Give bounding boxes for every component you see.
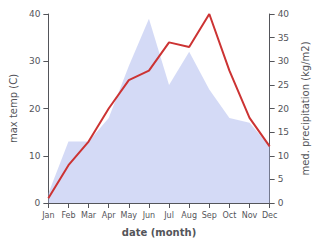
svg-text:Feb: Feb <box>61 211 75 220</box>
svg-text:Dec: Dec <box>262 211 277 220</box>
svg-text:10: 10 <box>278 151 290 161</box>
svg-text:med. precipitation (kg/m2): med. precipitation (kg/m2) <box>300 41 311 175</box>
svg-text:Aug: Aug <box>181 211 197 220</box>
svg-text:max temp (C): max temp (C) <box>8 74 19 143</box>
svg-text:15: 15 <box>278 127 289 137</box>
svg-text:0: 0 <box>35 198 41 208</box>
svg-text:25: 25 <box>278 80 289 90</box>
svg-text:20: 20 <box>29 104 41 114</box>
svg-text:Oct: Oct <box>222 211 236 220</box>
svg-text:40: 40 <box>29 9 41 19</box>
svg-text:Nov: Nov <box>242 211 258 220</box>
svg-text:30: 30 <box>278 56 290 66</box>
svg-text:Mar: Mar <box>81 211 97 220</box>
svg-text:20: 20 <box>278 104 290 114</box>
svg-text:Sep: Sep <box>202 211 217 220</box>
svg-text:Jun: Jun <box>142 211 156 220</box>
svg-text:10: 10 <box>29 151 41 161</box>
svg-text:Jul: Jul <box>163 211 174 220</box>
svg-text:May: May <box>121 211 138 220</box>
svg-text:Apr: Apr <box>102 211 117 220</box>
svg-text:5: 5 <box>278 174 284 184</box>
svg-text:30: 30 <box>29 56 41 66</box>
svg-text:Jan: Jan <box>41 211 54 220</box>
svg-text:40: 40 <box>278 9 290 19</box>
svg-text:date (month): date (month) <box>122 227 196 238</box>
svg-text:0: 0 <box>278 198 284 208</box>
svg-text:35: 35 <box>278 33 289 43</box>
